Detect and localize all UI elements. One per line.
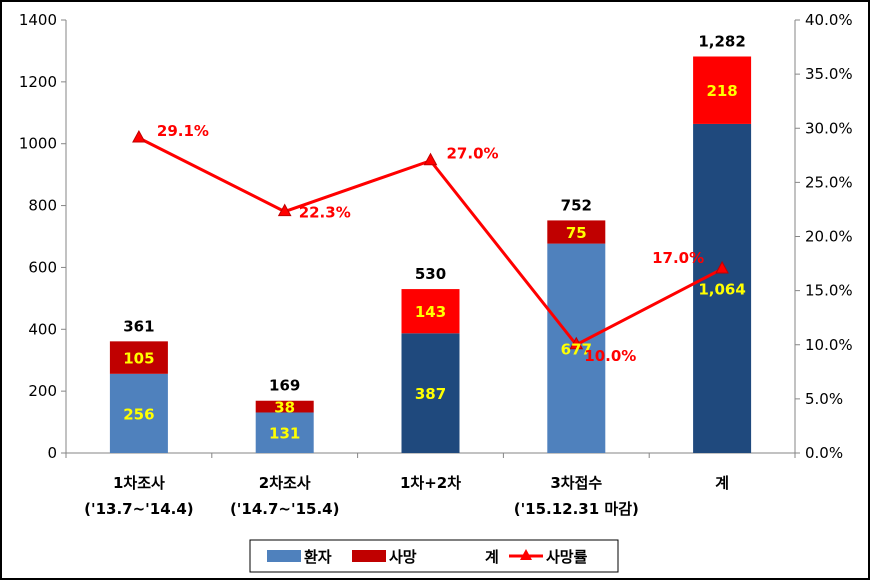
patient-value-label: 677 bbox=[561, 340, 592, 358]
death-rate-label: 10.0% bbox=[584, 347, 636, 365]
legend-label-total: 계 bbox=[485, 548, 499, 566]
death-value-label: 75 bbox=[566, 224, 587, 242]
data-labels: 256 105 361 131 38 169 387 143 530 677 75 752 1,064 2… bbox=[123, 32, 746, 442]
category-label: ('14.7~'15.4) bbox=[230, 500, 339, 518]
legend-label-patient: 환자 bbox=[304, 548, 332, 566]
left-tick-label: 1200 bbox=[19, 73, 57, 91]
death-rate-label: 29.1% bbox=[157, 122, 209, 140]
legend: 환자 사망 계 사망률 bbox=[249, 539, 619, 573]
death-rate-line bbox=[132, 129, 729, 350]
death-value-label: 143 bbox=[415, 303, 446, 321]
patient-value-label: 131 bbox=[269, 425, 300, 443]
category-label: 3차접수 bbox=[550, 474, 602, 492]
right-tick-label: 35.0% bbox=[805, 65, 853, 83]
right-tick-label: 5.0% bbox=[805, 390, 843, 408]
death-bar bbox=[255, 400, 314, 413]
death-bar bbox=[109, 341, 168, 374]
total-value-label: 361 bbox=[123, 317, 154, 335]
category-label: 2차조사 bbox=[259, 474, 311, 492]
left-tick-label: 0 bbox=[47, 444, 57, 462]
patient-value-label: 1,064 bbox=[698, 280, 745, 298]
total-value-label: 752 bbox=[561, 196, 592, 214]
patient-bar bbox=[109, 373, 168, 453]
legend-marker-rate bbox=[520, 549, 532, 560]
category-label: 1차조사 bbox=[113, 474, 165, 492]
left-tick-label: 1000 bbox=[19, 135, 57, 153]
total-value-label: 169 bbox=[269, 377, 300, 395]
right-tick-label: 40.0% bbox=[805, 11, 853, 29]
category-label: 계 bbox=[715, 474, 729, 492]
patient-value-label: 256 bbox=[123, 405, 154, 423]
legend-label-rate: 사망률 bbox=[546, 548, 588, 566]
right-tick-label: 30.0% bbox=[805, 119, 853, 137]
legend-swatch-patient bbox=[267, 550, 301, 562]
patient-value-label: 387 bbox=[415, 385, 446, 403]
death-rate-label: 27.0% bbox=[447, 145, 499, 163]
death-rate-marker bbox=[569, 336, 584, 350]
left-tick-label: 400 bbox=[28, 320, 57, 338]
legend-box bbox=[249, 539, 619, 573]
death-value-label: 38 bbox=[274, 399, 295, 417]
death-rate-marker bbox=[423, 152, 438, 166]
right-tick-label: 20.0% bbox=[805, 228, 853, 246]
left-tick-label: 1400 bbox=[19, 11, 57, 29]
right-tick-label: 15.0% bbox=[805, 282, 853, 300]
right-tick-label: 10.0% bbox=[805, 336, 853, 354]
category-label: ('15.12.31 마감) bbox=[514, 500, 639, 518]
death-rate-marker bbox=[277, 203, 292, 217]
left-tick-label: 200 bbox=[28, 382, 57, 400]
left-tick-label: 800 bbox=[28, 197, 57, 215]
death-rate-label: 22.3% bbox=[299, 204, 351, 222]
total-value-label: 1,282 bbox=[698, 32, 745, 50]
legend-swatch-death bbox=[352, 550, 386, 562]
axes: 0 200 400 600 800 1000 1200 1400 0.0% 5.0% 10.0% 15… bbox=[19, 11, 853, 518]
death-bar bbox=[693, 56, 752, 124]
death-rate-marker bbox=[132, 129, 146, 143]
patient-bar bbox=[255, 412, 314, 453]
right-tick-label: 0.0% bbox=[805, 444, 843, 462]
left-tick-label: 600 bbox=[28, 258, 57, 276]
death-bar bbox=[547, 220, 606, 244]
death-value-label: 105 bbox=[123, 350, 154, 368]
death-bar bbox=[401, 289, 460, 334]
category-label: 1차+2차 bbox=[400, 474, 461, 492]
death-rate-marker bbox=[715, 260, 729, 274]
patient-bar bbox=[401, 333, 460, 453]
death-rate-label: 17.0% bbox=[652, 249, 704, 267]
total-value-label: 530 bbox=[415, 265, 446, 283]
death-value-label: 218 bbox=[706, 82, 737, 100]
legend-label-death: 사망 bbox=[389, 548, 417, 566]
patient-bar bbox=[693, 123, 752, 454]
category-label: ('13.7~'14.4) bbox=[84, 500, 193, 518]
right-tick-label: 25.0% bbox=[805, 173, 853, 191]
